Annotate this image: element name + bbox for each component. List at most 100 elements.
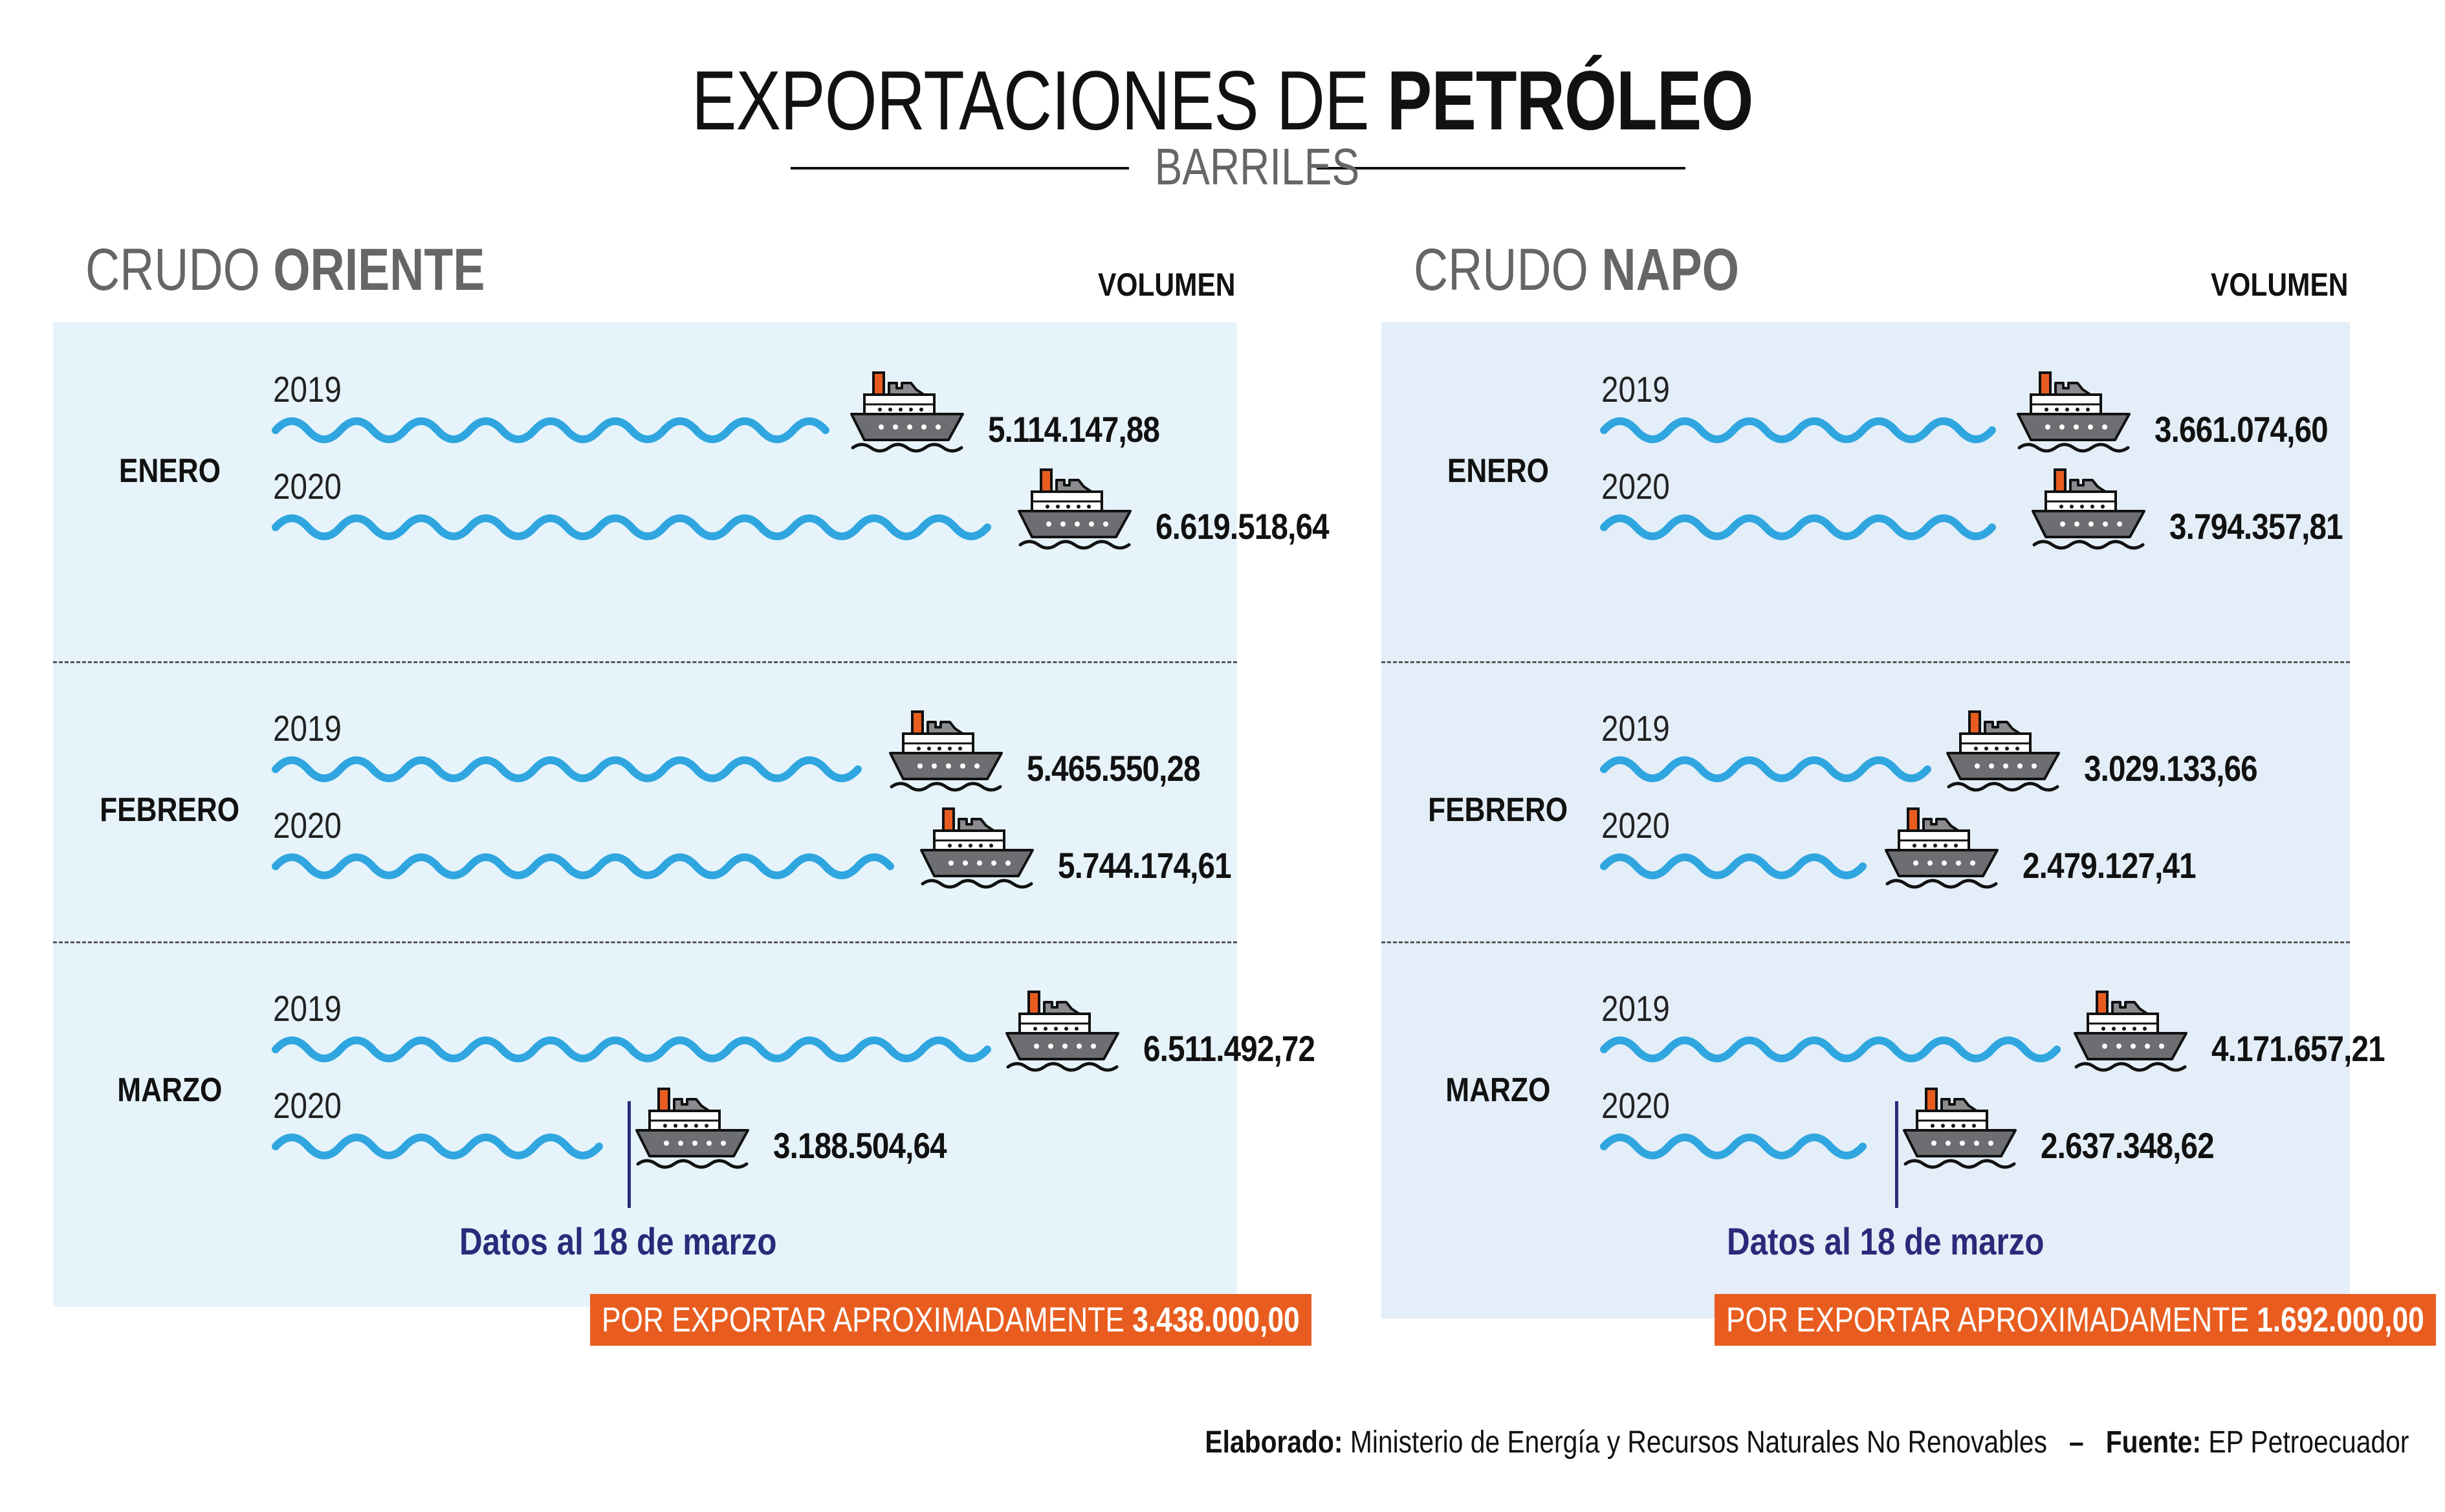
export-wave-bar: [272, 1134, 603, 1159]
export-value-label: 5.744.174,61: [1058, 845, 1262, 886]
subtitle: BARRILES: [1129, 135, 1360, 199]
month-label-text: FEBRERO: [1427, 791, 1568, 829]
month-divider: [53, 661, 1237, 663]
export-value-label: 6.619.518,64: [1156, 506, 1359, 547]
title-rule-right: [1317, 167, 1685, 170]
cargo-ship-icon: [2074, 991, 2187, 1072]
panel-title-light: CRUDO: [1414, 237, 1588, 303]
cargo-ship-icon: [1903, 1088, 2017, 1169]
month-divider: [53, 941, 1237, 943]
pending-export-text: POR EXPORTAR APROXIMADAMENTE 1.692.000,0…: [1726, 1294, 2424, 1346]
year-label-text: 2019: [273, 988, 342, 1029]
subtitle-text: BARRILES: [1154, 138, 1360, 195]
panel-title-light: CRUDO: [85, 237, 260, 303]
footer: Elaborado: Ministerio de Energía y Recur…: [992, 1423, 2409, 1462]
month-label: MARZO: [72, 1071, 267, 1110]
year-label-text: 2020: [1601, 805, 1670, 846]
year-label: 2020: [1601, 1085, 1682, 1126]
year-label-text: 2020: [1601, 466, 1670, 507]
export-value-text: 5.114.147,88: [988, 409, 1160, 450]
month-label-text: MARZO: [1445, 1071, 1551, 1109]
cargo-ship-icon: [635, 1088, 749, 1169]
year-label: 2019: [1601, 988, 1682, 1029]
export-wave-bar: [1600, 756, 1931, 782]
title-light: EXPORTACIONES DE: [692, 53, 1370, 148]
cargo-ship-icon: [850, 371, 964, 453]
month-label: MARZO: [1401, 1071, 1595, 1110]
month-divider: [1381, 941, 2350, 943]
export-value-text: 5.744.174,61: [1058, 845, 1232, 886]
export-wave-bar: [272, 756, 862, 782]
volume-header-text: VOLUMEN: [2211, 267, 2349, 303]
footer-made-label: Elaborado:: [1205, 1425, 1343, 1460]
data-cutoff-note-text: Datos al 18 de marzo: [1727, 1221, 2045, 1263]
footer-made-by: Ministerio de Energía y Recursos Natural…: [1350, 1425, 2047, 1460]
pending-export-value: 3.438.000,00: [1132, 1300, 1300, 1339]
year-label-text: 2020: [273, 805, 342, 846]
data-cutoff-note: Datos al 18 de marzo: [459, 1220, 833, 1265]
cargo-ship-icon: [1946, 710, 2060, 792]
data-cutoff-note-text: Datos al 18 de marzo: [459, 1221, 777, 1263]
panel-background: [1381, 322, 2350, 1319]
export-value-label: 3.188.504,64: [773, 1125, 977, 1167]
export-value-label: 3.661.074,60: [2154, 409, 2358, 450]
cargo-ship-icon: [1018, 468, 1132, 550]
export-wave-bar: [272, 514, 991, 540]
panel-title-inner: CRUDO NAPO: [1414, 234, 1739, 305]
export-value-label: 4.171.657,21: [2211, 1028, 2415, 1069]
cargo-ship-icon: [920, 807, 1034, 889]
year-label: 2020: [273, 1085, 354, 1126]
month-label-text: FEBRERO: [99, 791, 240, 829]
export-value-text: 5.465.550,28: [1027, 748, 1201, 789]
year-label-text: 2019: [1601, 708, 1670, 749]
page-title: EXPORTACIONES DE PETRÓLEO: [0, 52, 2445, 149]
year-label-text: 2019: [1601, 369, 1670, 410]
year-label-text: 2019: [1601, 988, 1670, 1029]
pending-export-text: POR EXPORTAR APROXIMADAMENTE 3.438.000,0…: [602, 1294, 1300, 1346]
export-wave-bar: [1600, 853, 1867, 879]
volume-column-header: VOLUMEN: [2211, 265, 2373, 304]
panel-title-napo: CRUDO NAPO: [1414, 234, 1821, 305]
pending-export-badge: POR EXPORTAR APROXIMADAMENTE 1.692.000,0…: [1715, 1294, 2436, 1346]
export-wave-bar: [1600, 1134, 1867, 1159]
year-label-text: 2020: [273, 466, 342, 507]
export-value-text: 3.029.133,66: [2084, 748, 2258, 789]
export-wave-bar: [272, 417, 829, 443]
export-wave-bar: [1600, 1036, 2061, 1062]
export-value-label: 2.479.127,41: [2023, 845, 2226, 886]
export-wave-bar: [1600, 417, 1996, 443]
year-label-text: 2019: [273, 369, 342, 410]
year-label: 2019: [273, 708, 354, 749]
cargo-ship-icon: [889, 710, 1003, 792]
export-value-text: 4.171.657,21: [2211, 1028, 2385, 1069]
data-cutoff-note: Datos al 18 de marzo: [1727, 1220, 2100, 1265]
export-wave-bar: [1600, 514, 1996, 540]
export-value-label: 2.637.348,62: [2041, 1125, 2244, 1167]
title-bold: PETRÓLEO: [1387, 53, 1753, 148]
panel-title-bold: NAPO: [1601, 237, 1739, 303]
year-label: 2020: [273, 466, 354, 507]
pending-export-label: POR EXPORTAR APROXIMADAMENTE: [1726, 1300, 2249, 1339]
year-label: 2020: [1601, 805, 1682, 846]
cargo-ship-icon: [1885, 807, 1999, 889]
footer-source: EP Petroecuador: [2208, 1425, 2409, 1460]
month-label: FEBRERO: [1401, 791, 1595, 829]
export-value-text: 3.661.074,60: [2154, 409, 2329, 450]
year-label: 2019: [1601, 708, 1682, 749]
month-label: FEBRERO: [72, 791, 267, 829]
data-cutoff-line: [628, 1101, 631, 1208]
year-label-text: 2019: [273, 708, 342, 749]
year-label-text: 2020: [1601, 1085, 1670, 1126]
export-value-text: 6.511.492,72: [1143, 1028, 1315, 1069]
export-value-text: 2.479.127,41: [2023, 845, 2197, 886]
cargo-ship-icon: [2017, 371, 2131, 453]
month-label-text: ENERO: [118, 452, 221, 490]
year-label: 2019: [1601, 369, 1682, 410]
year-label-text: 2020: [273, 1085, 342, 1126]
title-rule-left: [791, 167, 1129, 170]
pending-export-badge: POR EXPORTAR APROXIMADAMENTE 3.438.000,0…: [590, 1294, 1311, 1346]
panel-title-bold: ORIENTE: [273, 237, 485, 303]
pending-export-value: 1.692.000,00: [2257, 1300, 2424, 1339]
month-label: ENERO: [1401, 452, 1595, 490]
cargo-ship-icon: [1005, 991, 1119, 1072]
